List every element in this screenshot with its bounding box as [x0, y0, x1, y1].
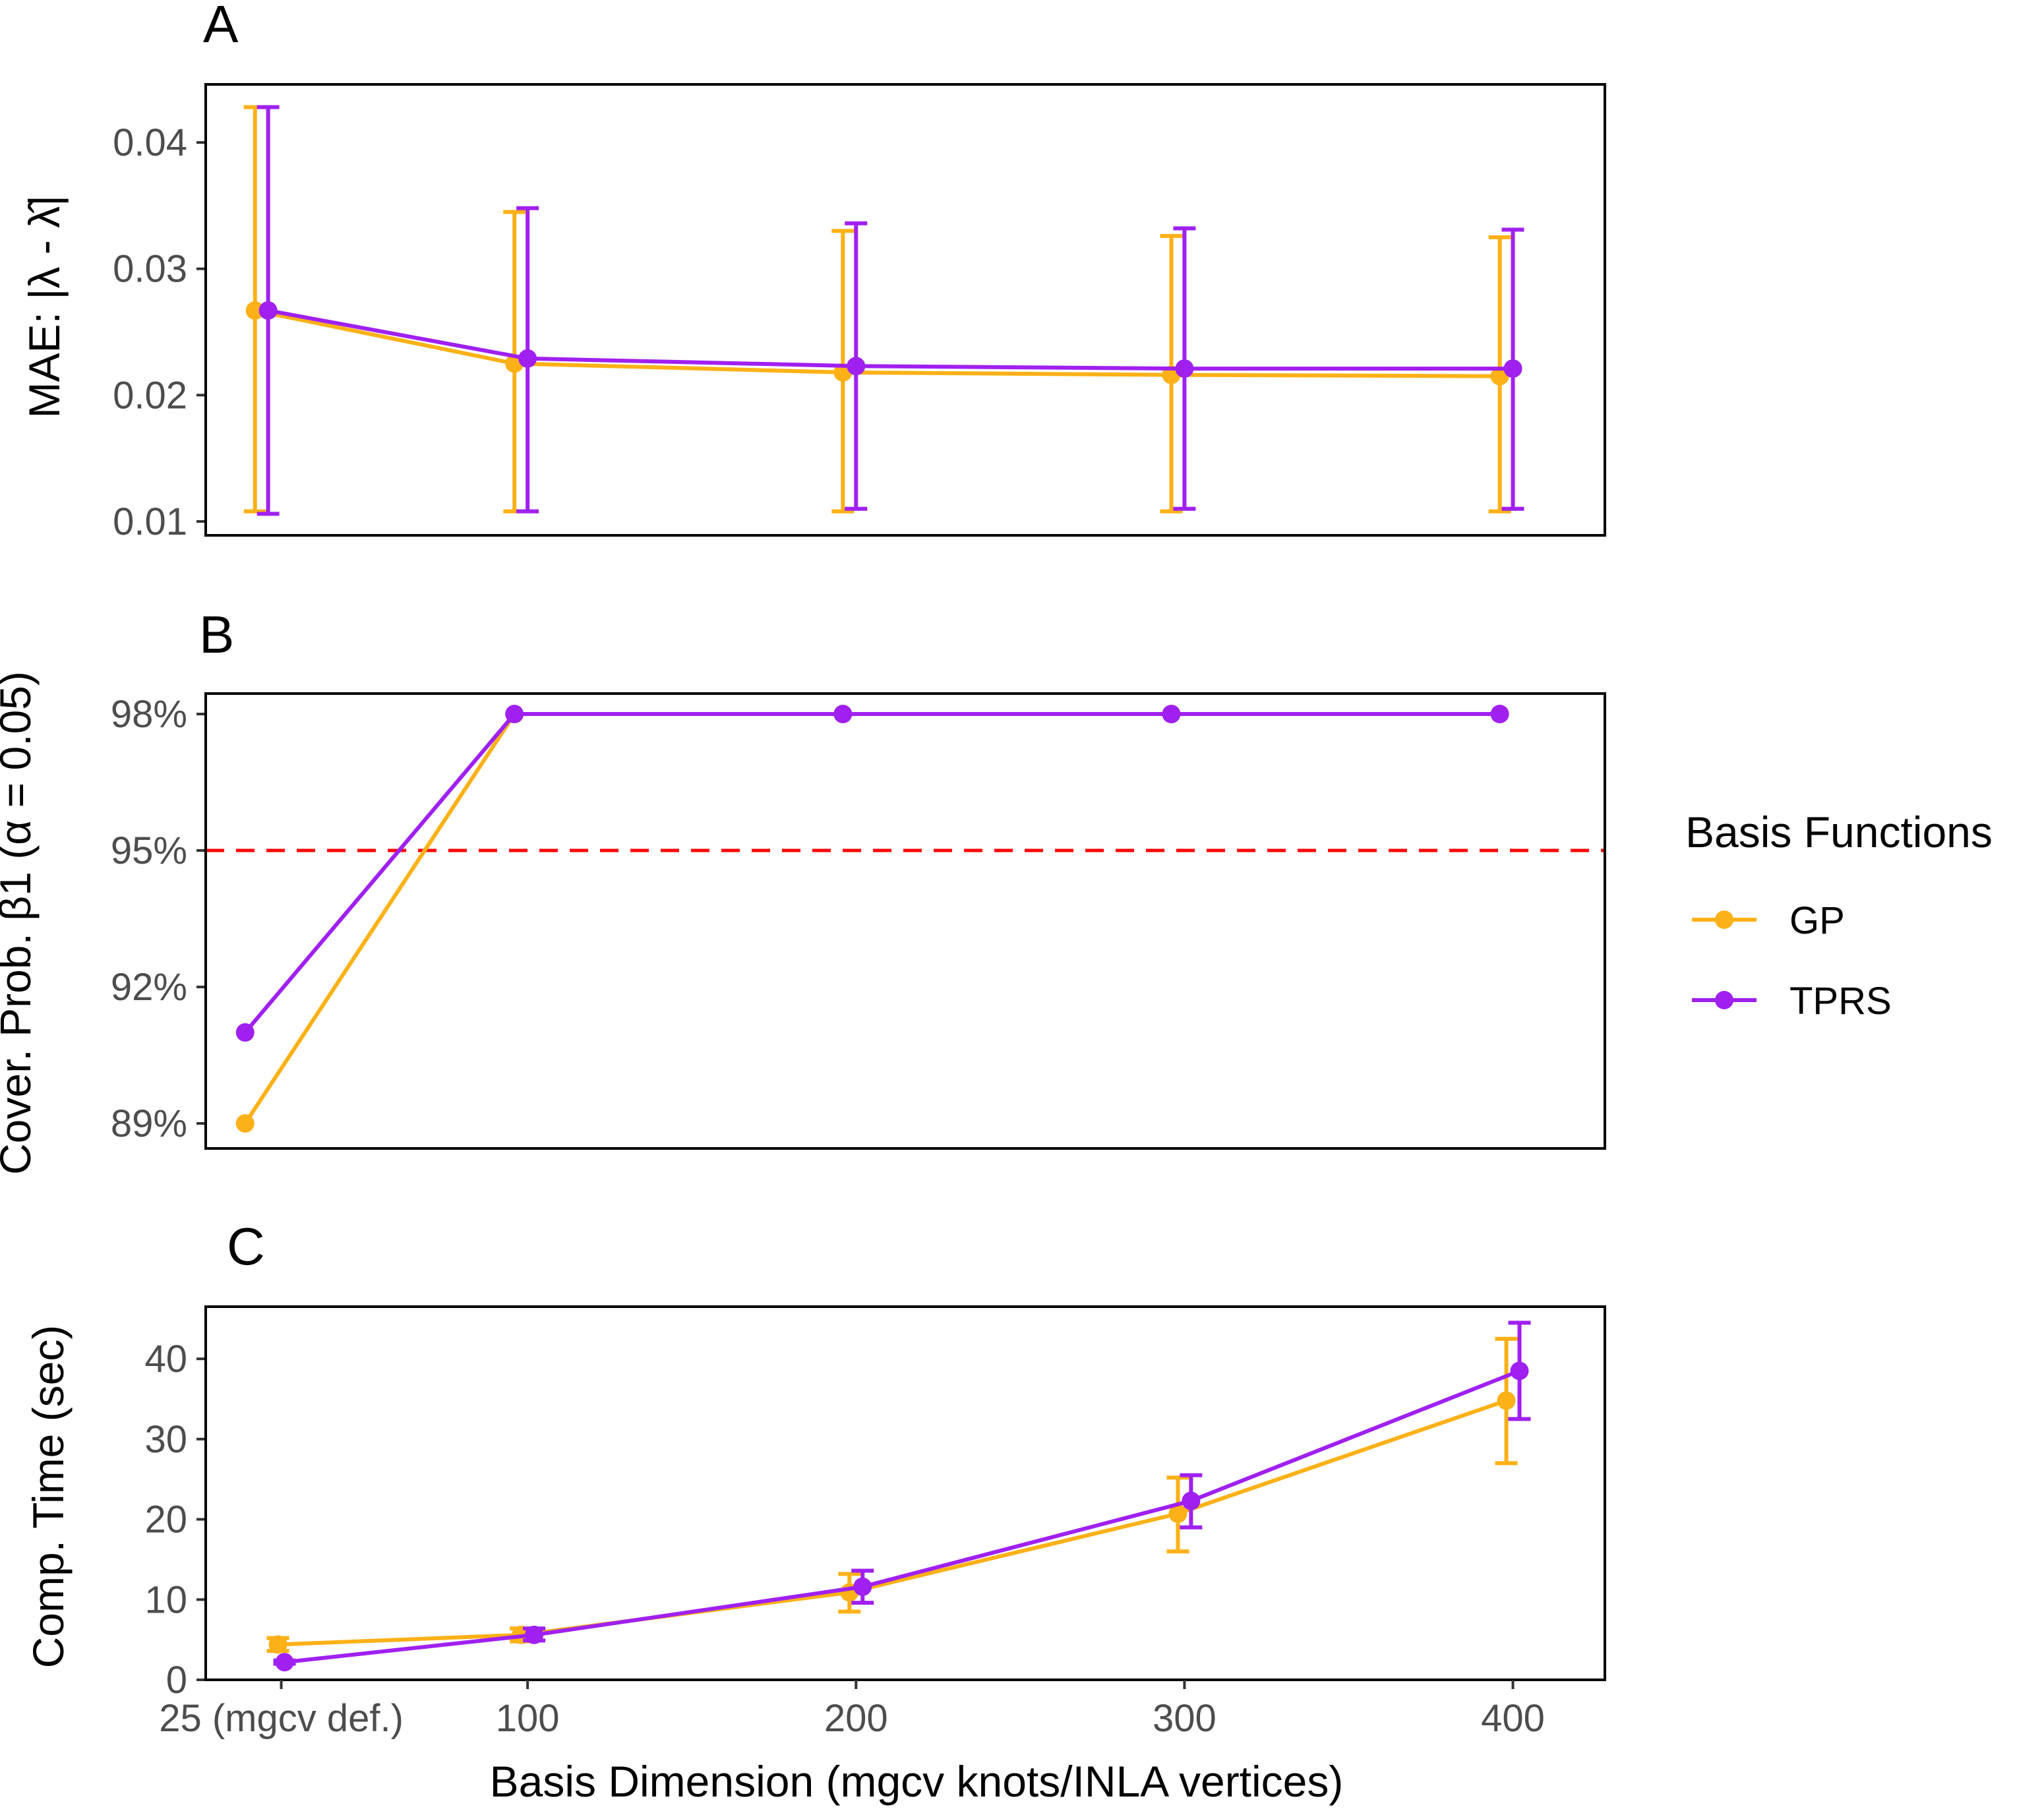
panel-b-marks — [206, 705, 1605, 1133]
legend-title: Basis Functions — [1685, 808, 1993, 856]
data-point — [505, 705, 524, 724]
panel-a-y-ticks: 0.01 0.02 0.03 0.04 — [113, 121, 206, 543]
y-tick-label: 0.04 — [113, 121, 187, 164]
series-line — [278, 1398, 1507, 1647]
data-point — [833, 705, 853, 724]
x-tick-label: 400 — [1481, 1697, 1545, 1740]
y-tick-label: 92% — [111, 966, 187, 1009]
y-tick-label: 0.02 — [113, 374, 187, 417]
panel-a: A MAE: |λ - λ̂| 0.01 0.02 0.03 0.04 — [20, 0, 1606, 543]
y-tick-label: 40 — [144, 1338, 187, 1381]
legend-label: GP — [1789, 899, 1845, 942]
panel-a-frame — [204, 83, 1606, 537]
data-point — [1503, 359, 1522, 378]
legend: Basis Functions GP TPRS — [1685, 808, 1993, 1023]
data-point — [1510, 1361, 1529, 1381]
x-tick-label: 300 — [1153, 1697, 1217, 1740]
data-point — [525, 1625, 544, 1644]
panel-c-frame — [204, 1305, 1606, 1681]
y-tick-label: 98% — [111, 693, 187, 736]
x-tick-label: 200 — [824, 1697, 888, 1740]
y-tick-label: 89% — [111, 1102, 187, 1145]
panel-b-frame — [204, 692, 1606, 1150]
series-line — [268, 309, 1513, 371]
panel-b-y-ticks: 89% 92% 95% 98% — [111, 693, 206, 1145]
y-tick-label: 30 — [144, 1418, 187, 1461]
y-tick-label: 20 — [144, 1499, 187, 1541]
y-tick-label: 0.03 — [113, 248, 187, 291]
panel-c-y-axis-title: Comp. Time (sec) — [24, 1325, 73, 1669]
panel-b-y-axis-title: Cover. Prob. β1 (α = 0.05) — [0, 671, 40, 1175]
data-point — [258, 301, 278, 320]
data-point — [853, 1577, 872, 1596]
panel-b-y-axis-title-text: Cover. Prob. β1 (α = 0.05) — [0, 671, 40, 1175]
series-tprs — [273, 1321, 1531, 1672]
series-tprs — [256, 105, 1524, 516]
panel-c-y-ticks: 0 10 20 30 40 — [144, 1338, 206, 1702]
y-tick-label: 0 — [166, 1659, 187, 1702]
legend-items: GP TPRS — [1692, 899, 1892, 1023]
panel-b: B Cover. Prob. β1 (α = 0.05) 89% 92% 95% 98… — [0, 605, 1606, 1175]
series-tprs — [235, 705, 1509, 1042]
data-point — [245, 301, 264, 320]
data-point — [268, 1635, 287, 1654]
legend-swatch-point — [1715, 910, 1733, 929]
x-tick-label: 25 (mgcv def.) — [159, 1697, 404, 1740]
panel-c-y-axis-title-text: Comp. Time (sec) — [24, 1325, 73, 1669]
panel-b-label: B — [199, 605, 234, 664]
data-point — [235, 1114, 255, 1133]
panel-a-marks — [243, 105, 1524, 516]
data-point — [1490, 705, 1509, 724]
series-gp — [266, 1336, 1518, 1654]
panel-a-y-axis-title-text: MAE: |λ - λ̂| — [20, 195, 69, 419]
data-point — [1162, 705, 1181, 724]
data-point — [1175, 359, 1194, 378]
legend-label: TPRS — [1789, 980, 1892, 1023]
panel-a-label: A — [203, 0, 239, 53]
panel-c-marks — [266, 1321, 1531, 1672]
y-tick-label: 95% — [111, 829, 187, 872]
x-axis: 25 (mgcv def.) 100 200 300 400 — [159, 1680, 1545, 1740]
series-line — [243, 712, 1500, 1034]
series-gp — [243, 105, 1511, 514]
data-point — [235, 1023, 255, 1042]
series-line — [243, 712, 1500, 1125]
y-tick-label: 0.01 — [113, 500, 187, 543]
panel-a-y-axis-title: MAE: |λ - λ̂| — [20, 195, 69, 419]
panel-c-label: C — [227, 1217, 265, 1276]
data-point — [1182, 1491, 1201, 1510]
data-point — [847, 357, 866, 376]
panel-c: C Comp. Time (sec) 0 10 20 30 40 — [24, 1217, 1606, 1702]
y-tick-label: 10 — [144, 1578, 187, 1621]
data-point — [1168, 1504, 1187, 1524]
data-point — [518, 349, 537, 368]
legend-swatch-point — [1715, 991, 1733, 1009]
data-point — [1497, 1391, 1516, 1410]
data-point — [275, 1653, 294, 1672]
series-line — [284, 1369, 1520, 1665]
series-gp — [235, 705, 1509, 1133]
x-axis-title: Basis Dimension (mgcv knots/INLA vertice… — [490, 1757, 1344, 1806]
x-tick-label: 100 — [496, 1697, 560, 1740]
